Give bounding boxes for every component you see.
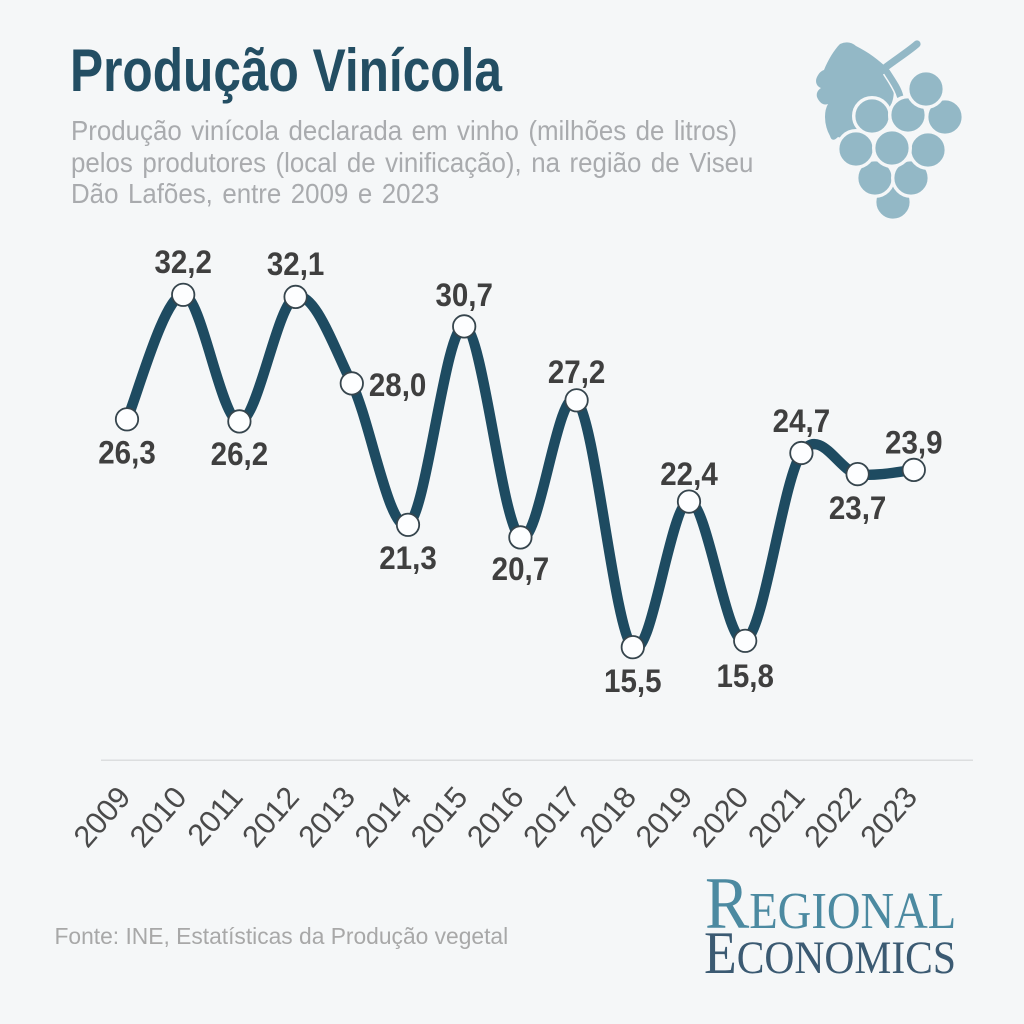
svg-text:2021: 2021	[742, 780, 812, 854]
svg-text:2017: 2017	[517, 780, 587, 854]
svg-text:30,7: 30,7	[435, 277, 493, 313]
svg-text:2015: 2015	[404, 780, 474, 854]
svg-text:32,1: 32,1	[267, 246, 325, 282]
svg-text:24,7: 24,7	[773, 403, 831, 439]
svg-text:22,4: 22,4	[660, 456, 718, 492]
svg-text:28,0: 28,0	[369, 367, 427, 403]
svg-text:26,2: 26,2	[211, 436, 269, 472]
svg-text:23,9: 23,9	[885, 425, 943, 461]
svg-text:2022: 2022	[798, 780, 868, 854]
svg-text:27,2: 27,2	[548, 354, 606, 390]
svg-text:2020: 2020	[685, 780, 755, 854]
svg-text:2012: 2012	[236, 780, 306, 854]
svg-text:2009: 2009	[67, 780, 137, 854]
svg-text:2019: 2019	[629, 780, 699, 854]
svg-text:2018: 2018	[573, 780, 643, 854]
svg-text:2010: 2010	[123, 780, 193, 854]
svg-text:32,2: 32,2	[154, 244, 212, 280]
svg-text:2016: 2016	[461, 780, 531, 854]
svg-text:2014: 2014	[348, 780, 418, 854]
svg-text:23,7: 23,7	[829, 490, 887, 526]
svg-text:20,7: 20,7	[492, 551, 550, 587]
svg-text:2011: 2011	[181, 780, 250, 852]
svg-text:2013: 2013	[292, 780, 362, 854]
svg-text:26,3: 26,3	[98, 434, 156, 470]
svg-text:2023: 2023	[854, 780, 924, 854]
svg-text:15,8: 15,8	[716, 658, 774, 694]
svg-text:15,5: 15,5	[604, 663, 662, 699]
svg-text:21,3: 21,3	[379, 540, 437, 576]
